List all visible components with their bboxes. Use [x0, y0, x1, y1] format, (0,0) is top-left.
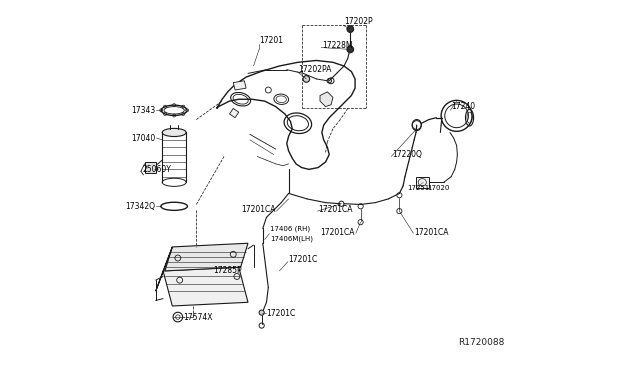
Text: 17406 (RH): 17406 (RH): [270, 225, 310, 232]
Circle shape: [347, 26, 353, 32]
Text: 17574X: 17574X: [184, 312, 213, 321]
Text: 17285P: 17285P: [213, 266, 241, 275]
Polygon shape: [416, 177, 429, 188]
Text: 17040: 17040: [131, 134, 156, 142]
Ellipse shape: [162, 128, 186, 137]
Text: 17201CA: 17201CA: [241, 205, 276, 215]
Polygon shape: [165, 243, 248, 271]
Text: 17202PA: 17202PA: [298, 65, 332, 74]
Text: 17406M(LH): 17406M(LH): [270, 235, 313, 242]
Text: 17201C: 17201C: [266, 309, 296, 318]
Polygon shape: [320, 92, 333, 107]
Text: 17201CA: 17201CA: [414, 228, 449, 237]
Text: R1720088: R1720088: [458, 339, 505, 347]
Polygon shape: [156, 247, 172, 291]
Text: 17201CA: 17201CA: [321, 228, 355, 237]
Text: 25060Y: 25060Y: [142, 165, 171, 174]
Polygon shape: [230, 109, 239, 118]
Text: 17342Q: 17342Q: [125, 202, 156, 211]
Text: 17201C: 17201C: [289, 255, 318, 264]
Polygon shape: [163, 267, 248, 306]
Polygon shape: [233, 81, 246, 90]
Text: 17343: 17343: [131, 106, 156, 115]
Text: 17202P: 17202P: [344, 17, 372, 26]
Text: 17020: 17020: [427, 185, 449, 191]
Text: 17240: 17240: [451, 102, 475, 111]
Circle shape: [303, 76, 310, 82]
Text: 17220Q: 17220Q: [392, 150, 422, 159]
Polygon shape: [216, 61, 355, 169]
Text: 17201CA: 17201CA: [318, 205, 353, 215]
Polygon shape: [145, 162, 156, 173]
Circle shape: [259, 310, 264, 315]
Text: 17251: 17251: [407, 185, 429, 191]
Text: 17201: 17201: [259, 36, 283, 45]
Circle shape: [347, 46, 353, 53]
Text: 17228M: 17228M: [322, 41, 353, 50]
